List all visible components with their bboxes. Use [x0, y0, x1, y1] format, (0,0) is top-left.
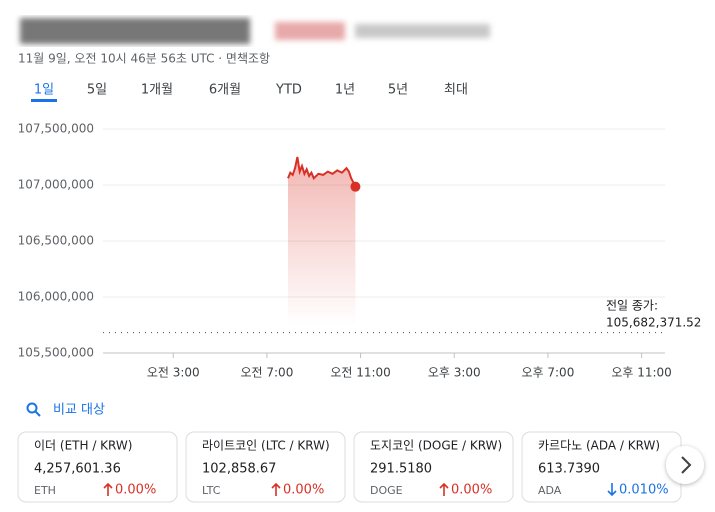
- tab[interactable]: 최대: [444, 83, 468, 98]
- card-change: 0.00%: [283, 483, 324, 498]
- y-tick-label: 105,500,000: [18, 346, 94, 360]
- timestamp: 11월 9일, 오전 10시 46분 56초 UTC · 면책조항: [18, 51, 270, 66]
- compare-title[interactable]: 비교 대상: [53, 403, 105, 418]
- x-tick-label: 오후 11:00: [611, 366, 671, 380]
- x-tick-label: 오전 3:00: [147, 366, 200, 380]
- card-change: 0.010%: [619, 483, 669, 498]
- compare-card[interactable]: [185, 431, 346, 503]
- x-tick-label: 오후 7:00: [521, 366, 574, 380]
- x-tick-label: 오후 3:00: [428, 366, 481, 380]
- compare-card[interactable]: [353, 431, 514, 503]
- next-button[interactable]: [666, 446, 704, 484]
- change-arrow: [103, 482, 113, 496]
- y-tick-label: 106,000,000: [18, 290, 94, 304]
- change-arrow: [271, 482, 281, 496]
- card-name: 카르다노 (ADA / KRW): [538, 439, 660, 453]
- card-symbol: DOGE: [370, 484, 403, 497]
- tab[interactable]: 5년: [388, 83, 408, 98]
- tab[interactable]: 1개월: [141, 83, 173, 98]
- card-price: 613.7390: [538, 462, 600, 477]
- tab[interactable]: 1일: [34, 83, 54, 98]
- change-arrow: [607, 483, 617, 497]
- card-symbol: ADA: [538, 484, 562, 497]
- next-icon: [681, 456, 692, 474]
- last-point: [350, 181, 361, 192]
- tab-indicator: [31, 99, 57, 102]
- previous-close-value: 105,682,371.52: [606, 316, 701, 330]
- tab[interactable]: 1년: [335, 83, 355, 98]
- x-tick-label: 오전 7:00: [240, 366, 293, 380]
- y-tick-label: 106,500,000: [18, 234, 94, 248]
- price-line: [287, 156, 357, 188]
- card-symbol: ETH: [34, 484, 56, 497]
- compare-card[interactable]: [17, 431, 178, 503]
- x-tick-label: 오전 11:00: [330, 366, 390, 380]
- y-tick-label: 107,000,000: [18, 178, 94, 192]
- area: [287, 157, 356, 325]
- compare-icon: [26, 402, 41, 417]
- tab[interactable]: 6개월: [209, 83, 241, 98]
- card-change: 0.00%: [451, 483, 492, 498]
- card-symbol: LTC: [202, 484, 221, 497]
- blurred-price: [20, 18, 490, 44]
- tab[interactable]: YTD: [275, 83, 302, 98]
- previous-close-label: 전일 종가:: [606, 299, 658, 313]
- card-change: 0.00%: [115, 483, 156, 498]
- y-tick-label: 107,500,000: [18, 122, 94, 136]
- tab[interactable]: 5일: [87, 83, 107, 98]
- card-price: 102,858.67: [202, 462, 276, 477]
- card-name: 도지코인 (DOGE / KRW): [370, 439, 502, 453]
- card-name: 이더 (ETH / KRW): [34, 439, 132, 453]
- card-name: 라이트코인 (LTC / KRW): [202, 439, 330, 453]
- card-price: 291.5180: [370, 462, 432, 477]
- change-arrow: [439, 482, 449, 496]
- card-price: 4,257,601.36: [34, 462, 121, 477]
